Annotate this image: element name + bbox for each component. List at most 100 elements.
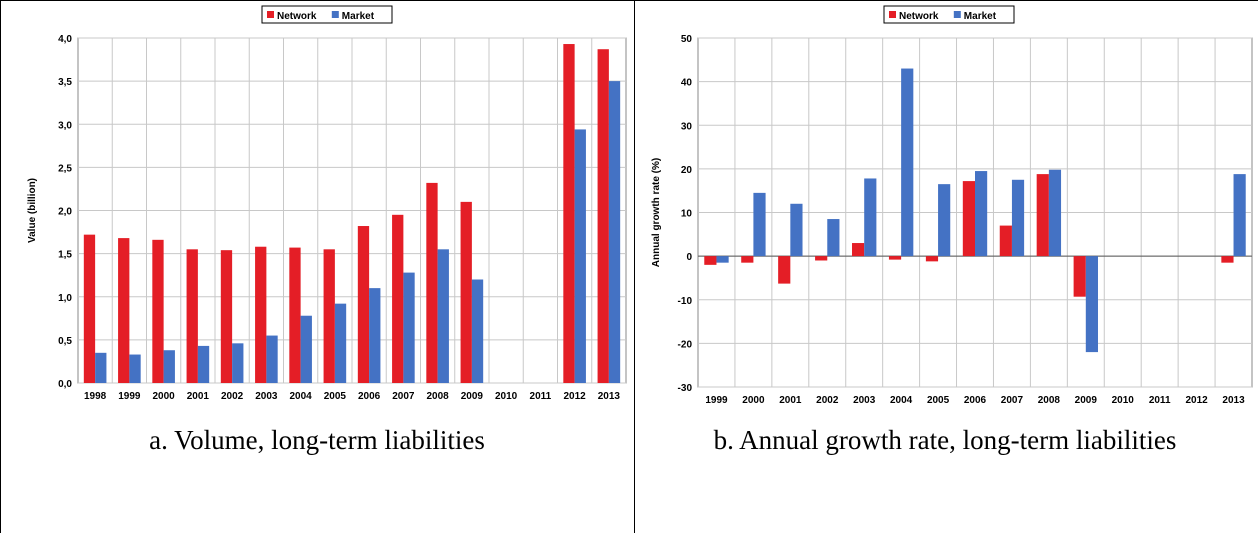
bar-market-2002 [232, 343, 244, 383]
bar-network-1999 [704, 256, 717, 265]
x-tick-label: 2010 [1112, 395, 1135, 406]
caption-b: b. Annual growth rate, long-term liabili… [713, 425, 1177, 455]
x-tick-label: 2011 [1149, 395, 1171, 406]
x-tick-label: 2000 [742, 395, 765, 406]
caption-a: a. Volume, long-term liabilities [149, 425, 485, 455]
x-tick-label: 2001 [779, 395, 802, 406]
legend-label-network: Network [899, 11, 939, 22]
x-tick-label: 2003 [853, 395, 876, 406]
y-tick-label: 10 [681, 209, 693, 220]
bar-market-2003 [864, 178, 877, 257]
y-tick-label: -30 [678, 383, 693, 394]
x-tick-label: 2012 [1185, 395, 1208, 406]
bar-network-2005 [925, 256, 939, 262]
bar-network-2003 [255, 246, 267, 383]
bar-network-2006 [962, 181, 975, 257]
x-tick-label: 2007 [392, 391, 415, 402]
x-tick-label: 2007 [1001, 395, 1024, 406]
x-tick-label: 1999 [118, 391, 141, 402]
bar-market-2005 [938, 184, 951, 257]
x-tick-label: 2010 [495, 391, 518, 402]
bar-network-2006 [357, 226, 370, 383]
y-tick-label: -20 [678, 339, 693, 350]
x-tick-label: 2008 [427, 391, 450, 402]
bar-market-1999 [129, 354, 141, 383]
x-tick-label: 2013 [598, 391, 621, 402]
legend-swatch-market [331, 11, 339, 18]
y-tick-label: 0 [686, 252, 692, 263]
legend: Network Market [261, 5, 393, 24]
bar-market-2007 [1011, 179, 1025, 257]
legend-label-network: Network [277, 11, 317, 22]
x-tick-label: 2012 [564, 391, 587, 402]
legend-swatch-network [889, 11, 896, 18]
bar-market-2000 [753, 192, 766, 257]
x-tick-label: 2006 [358, 391, 381, 402]
legend: Network Market [883, 5, 1015, 24]
bar-network-2012 [563, 44, 575, 383]
y-tick-label: 0,0 [58, 379, 72, 390]
bar-market-1998 [95, 352, 107, 383]
bar-network-2004 [888, 256, 902, 260]
bar-market-2001 [197, 345, 210, 383]
bar-market-2008 [437, 249, 449, 383]
bar-network-2002 [220, 250, 233, 383]
bar-market-2009 [1085, 256, 1098, 353]
x-tick-label: 1999 [705, 395, 728, 406]
bar-market-2004 [901, 68, 914, 257]
x-tick-label: 2013 [1222, 395, 1245, 406]
legend-swatch-network [267, 11, 274, 18]
chart-b-svg: -30 -20 -10 0 10 20 30 40 50 1999 2000 2001 2002 2003… [651, 5, 1253, 406]
x-tick-label: 2000 [153, 391, 176, 402]
x-tick-label: 2004 [290, 391, 313, 402]
y-axis-label: Value (billion) [27, 178, 38, 243]
y-tick-label: 50 [681, 34, 693, 45]
bar-market-2005 [334, 303, 347, 383]
y-tick-label: -10 [678, 296, 693, 307]
x-tick-label: 2008 [1038, 395, 1061, 406]
bar-market-2012 [574, 129, 586, 383]
bar-network-2001 [186, 249, 198, 383]
x-tick-label: 2009 [1075, 395, 1098, 406]
bar-network-2009 [460, 201, 472, 383]
bar-network-2004 [289, 247, 301, 383]
x-tick-label: 2002 [816, 395, 839, 406]
legend-box [883, 5, 1015, 24]
bar-network-2003 [852, 243, 865, 257]
panel-divider [634, 0, 635, 533]
y-tick-label: 1,5 [58, 250, 72, 261]
y-tick-label: 0,5 [58, 336, 72, 347]
y-tick-label: 2,5 [58, 163, 72, 174]
legend-label-market: Market [964, 11, 997, 22]
bar-market-1999 [716, 256, 729, 263]
legend-label-market: Market [342, 11, 375, 22]
x-tick-label: 1998 [84, 391, 107, 402]
bar-market-2004 [300, 315, 312, 383]
bar-market-2000 [163, 350, 175, 383]
bar-network-2001 [778, 256, 791, 284]
x-tick-label: 2003 [255, 391, 278, 402]
legend-swatch-market [953, 11, 961, 18]
bar-network-2008 [426, 182, 438, 383]
x-tick-label: 2011 [530, 391, 552, 402]
bar-network-2013 [597, 49, 609, 384]
bar-market-2003 [266, 335, 278, 383]
y-tick-label: 3,0 [58, 120, 72, 131]
chart-panel-a: 0,0 0,5 1,0 1,5 2,0 2,5 3,0 3,5 4,0 1998 1999 2000 2… [0, 0, 634, 420]
bar-network-1999 [118, 238, 130, 383]
bar-network-2008 [1036, 174, 1049, 257]
y-tick-label: 2,0 [58, 207, 72, 218]
y-tick-label: 1,0 [58, 293, 72, 304]
x-tick-label: 2009 [461, 391, 484, 402]
bar-network-1998 [83, 234, 96, 383]
bar-market-2008 [1048, 169, 1062, 257]
chart-a-svg: 0,0 0,5 1,0 1,5 2,0 2,5 3,0 3,5 4,0 1998 1999 2000 2… [27, 5, 627, 402]
bar-market-2006 [975, 171, 988, 257]
y-tick-label: 4,0 [58, 34, 72, 45]
x-tick-label: 2002 [221, 391, 244, 402]
legend-box [261, 5, 393, 24]
x-tick-label: 2005 [927, 395, 950, 406]
bar-market-2009 [471, 279, 484, 383]
bar-network-2007 [999, 225, 1012, 257]
